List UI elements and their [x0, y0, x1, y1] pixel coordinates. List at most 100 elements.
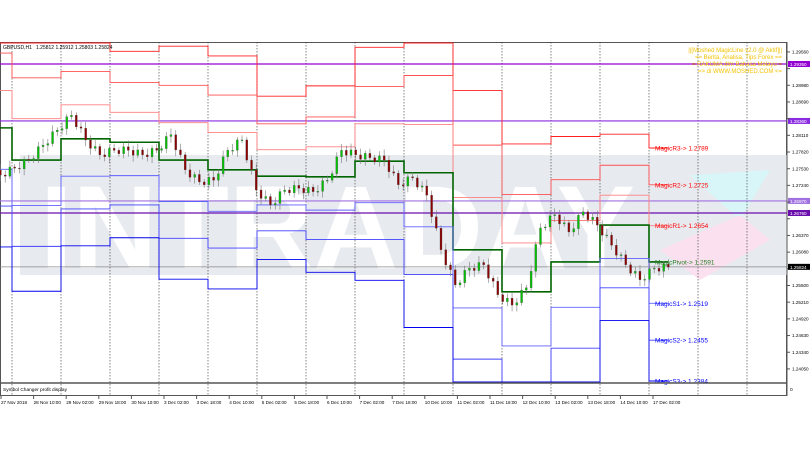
magic-r3-line: [0, 42, 668, 149]
candle-body: [288, 189, 291, 194]
candle-body: [416, 177, 419, 188]
candle-body: [605, 234, 608, 237]
annotation-line: == Berita, Analisa, Tips Forex ==: [695, 55, 783, 61]
magic-level-labels: MagicR3-> 1.2789 MagicR2-> 1.2725 MagicR1-…: [655, 146, 715, 386]
candle-body: [207, 177, 211, 185]
candle-body: [378, 155, 381, 163]
candle-body: [198, 174, 201, 183]
current-price-label: 1.25824: [790, 265, 807, 270]
time-tick-label: 13 Dec 18:00: [588, 400, 616, 405]
candle-body: [510, 298, 514, 306]
candle-body: [563, 222, 566, 225]
candle-body: [89, 139, 92, 149]
candle-body: [449, 264, 452, 270]
price-tick-label: 1.26080: [792, 250, 809, 255]
candle-body: [482, 262, 485, 265]
candle-body: [4, 174, 7, 177]
time-axis[interactable]: 27 Nov 2018 28 Nov 10:00 29 Nov 02:00 29 No…: [0, 396, 681, 405]
candle-body: [477, 262, 481, 271]
candle-body: [402, 184, 405, 187]
candle-body: [463, 270, 466, 283]
candle-body: [283, 189, 286, 192]
price-tick-label: 1.24920: [792, 316, 809, 321]
candle-body: [634, 271, 637, 274]
candle-body: [662, 263, 665, 272]
candle-body: [117, 150, 121, 154]
candle-body: [354, 149, 357, 156]
time-tick-label: 3 Dec 02:00: [164, 400, 189, 405]
horizontal-lines: [0, 63, 787, 268]
candle-body: [491, 278, 495, 282]
candle-body: [255, 169, 258, 191]
candle-body: [454, 269, 457, 286]
time-tick-label: 6 Dec 10:00: [327, 400, 352, 405]
magic-pivot-line: [0, 127, 668, 293]
time-tick-label: 27 Nov 2018: [1, 400, 27, 405]
candle-body: [615, 245, 618, 256]
candle-body: [638, 271, 642, 280]
time-tick-label: 10 Dec 10:00: [425, 400, 453, 405]
price-tick-label: 1.28690: [792, 100, 809, 105]
candle-body: [577, 214, 580, 229]
candle-body: [103, 154, 106, 157]
candle-body: [373, 157, 376, 163]
candle-body: [155, 148, 158, 151]
price-tick-label: 1.28110: [792, 133, 809, 138]
candle-body: [340, 150, 343, 157]
candle-body: [359, 154, 362, 160]
candle-body: [397, 172, 400, 185]
time-tick-label: 29 Nov 02:00: [66, 400, 94, 405]
candle-body: [506, 298, 509, 302]
candle-body: [160, 148, 163, 151]
magic-r2-label: MagicR2-> 1.2725: [655, 182, 709, 189]
candle-body: [643, 279, 646, 281]
price-tick-label: 1.24050: [792, 367, 809, 372]
time-tick-label: 3 Dec 18:00: [197, 400, 222, 405]
candle-body: [18, 167, 21, 170]
watermark-cyan-arrow: [690, 170, 770, 220]
candle-body: [591, 217, 594, 220]
candle-body: [667, 263, 670, 268]
candle-body: [307, 186, 310, 194]
candle-body: [624, 254, 627, 265]
horizontal-line-price-label: 1.29350: [790, 62, 807, 67]
candle-body: [245, 139, 248, 161]
horizontal-line-price-tag: [788, 61, 810, 68]
time-tick-label: 5 Dec 02:00: [262, 400, 287, 405]
candle-body: [75, 115, 78, 128]
chart-header-symbol: GBPUSD,H1: [3, 45, 32, 51]
candle-body: [648, 268, 651, 280]
price-tick-label: 1.29560: [792, 50, 809, 55]
price-tick-label: 1.24630: [792, 333, 809, 338]
magic-s3-label: MagicS3-> 1.2384: [655, 378, 708, 385]
magic-levels: [0, 42, 668, 383]
magic-pivot-label: MagicPivot-> 1.2591: [655, 259, 715, 266]
candle-body: [487, 264, 490, 279]
candle-body: [382, 155, 386, 161]
candle-body: [596, 217, 599, 226]
horizontal-line-price-label: 1.26970: [790, 199, 807, 204]
candle-body: [274, 203, 277, 206]
candle-body: [501, 294, 504, 302]
time-tick-label: 7 Dec 02:00: [360, 400, 385, 405]
candle-body: [316, 191, 320, 193]
candle-body: [619, 254, 623, 256]
candle-body: [84, 128, 87, 141]
candle-body: [297, 185, 301, 189]
candle-body: [13, 166, 16, 169]
candle-body: [458, 282, 462, 286]
price-axis[interactable]: 1.29350 1.28360 1.26970 1.26760 1.29560 1.289…: [787, 50, 810, 372]
time-tick-label: 28 Nov 10:00: [34, 400, 62, 405]
candle-body: [553, 214, 556, 216]
candle-body: [226, 150, 229, 157]
price-tick-label: 1.25210: [792, 300, 809, 305]
candle-body: [0, 169, 2, 176]
candle-body: [534, 244, 537, 272]
candle-body: [8, 166, 12, 177]
candles: [0, 110, 670, 312]
candle-body: [610, 234, 613, 246]
annotation-block: ||[Moshed MagicLine v2.0 @ Aktif]|| == B…: [688, 48, 782, 75]
candle-body: [515, 302, 519, 306]
candle-body: [468, 268, 471, 271]
